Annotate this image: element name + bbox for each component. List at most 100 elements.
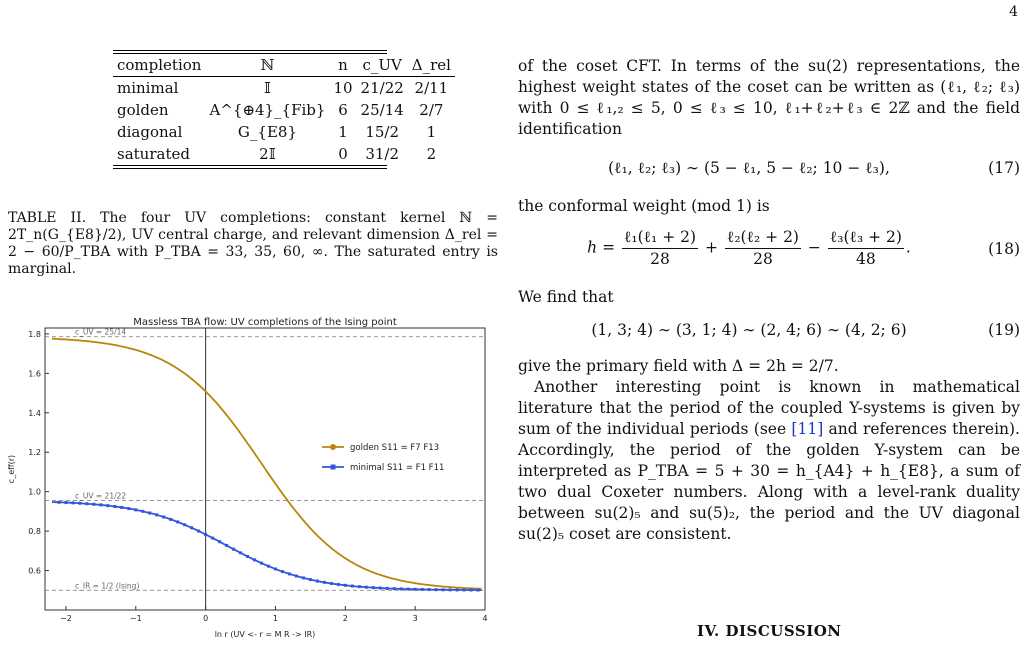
series-marker <box>266 564 270 568</box>
table-cell: 1 <box>338 123 348 141</box>
y-tick-label: 1.0 <box>28 488 41 497</box>
series-marker <box>301 576 305 580</box>
table-caption: TABLE II. The four UV completions: const… <box>8 210 498 277</box>
table-cell: 𝕀 <box>263 79 271 97</box>
series-marker <box>92 502 96 506</box>
series-marker <box>448 588 452 592</box>
y-tick-label: 1.8 <box>28 330 41 339</box>
table-cell: minimal <box>117 79 179 97</box>
table-cell: 0 <box>338 145 348 163</box>
table-cell: G_{E8} <box>237 123 297 141</box>
series-marker <box>427 588 431 592</box>
series-marker <box>434 588 438 592</box>
section-heading: IV. DISCUSSION <box>697 622 842 640</box>
series-marker <box>455 588 459 592</box>
citation-link[interactable]: [11] <box>791 420 824 438</box>
series-marker <box>197 529 201 533</box>
plot-frame <box>44 327 486 611</box>
series-marker <box>71 501 75 505</box>
legend-marker <box>330 464 336 470</box>
y-tick-label: 0.8 <box>28 527 41 536</box>
series-marker <box>120 505 124 509</box>
table-header-0: completion <box>113 54 206 77</box>
y-tick-label: 1.4 <box>28 409 41 418</box>
table-cell: 15/2 <box>365 123 399 141</box>
series-marker <box>134 508 138 512</box>
table-header-2: n <box>329 54 357 77</box>
equation-number-17: (17) <box>988 159 1020 177</box>
equation-18: h = ℓ₁(ℓ₁ + 2) 28 + ℓ₂(ℓ₂ + 2) 28 − ℓ₃(ℓ₃ … <box>587 228 911 268</box>
right-column: of the coset CFT. In terms of the su(2) … <box>518 56 1020 545</box>
reference-label: c_UV = 25/14 <box>75 328 126 337</box>
series-marker <box>385 586 389 590</box>
x-tick-label: 2 <box>343 614 348 623</box>
series-marker <box>364 585 368 589</box>
series-marker <box>106 504 110 508</box>
series-marker <box>232 547 236 551</box>
x-axis-label: ln r (UV <- r = M R -> IR) <box>215 630 316 639</box>
table-cell: saturated <box>117 145 190 163</box>
x-tick-label: 4 <box>482 614 487 623</box>
series-marker <box>64 501 68 505</box>
table-cell: golden <box>117 101 169 119</box>
series-marker <box>127 507 131 511</box>
series-marker <box>253 558 257 562</box>
series-marker <box>399 587 403 591</box>
series-marker <box>378 586 382 590</box>
x-tick-label: −1 <box>130 614 142 623</box>
series-marker <box>329 581 333 585</box>
reference-label: c_IR = 1/2 (Ising) <box>75 581 139 590</box>
series-marker <box>406 587 410 591</box>
series-marker <box>162 515 166 519</box>
table-cell: 1 <box>426 123 437 141</box>
series-marker <box>441 588 445 592</box>
series-marker <box>204 532 208 536</box>
series-marker <box>462 588 466 592</box>
series-marker <box>469 588 473 592</box>
x-tick-label: 1 <box>273 614 278 623</box>
y-tick-label: 1.2 <box>28 448 41 457</box>
series-marker <box>343 583 347 587</box>
series-marker <box>211 536 215 540</box>
series-marker <box>294 574 298 578</box>
legend-label: golden S11 = F7 F13 <box>350 443 439 453</box>
table-header-3: c_UV <box>356 54 408 77</box>
series-marker <box>260 561 264 565</box>
series-marker <box>176 520 180 524</box>
legend-label: minimal S11 = F1 F11 <box>350 463 444 473</box>
table-cell: 2 <box>426 145 437 163</box>
table-cell: diagonal <box>117 123 183 141</box>
chart-svg: Massless TBA flow: UV completions of the… <box>7 317 488 639</box>
series-marker <box>239 551 243 555</box>
table-row: diagonal G_{E8} 1 15/2 1 <box>113 121 455 143</box>
series-marker <box>336 582 340 586</box>
equation-17: (ℓ₁, ℓ₂; ℓ₃) ∼ (5 − ℓ₁, 5 − ℓ₂; 10 − ℓ₃)… <box>608 159 890 177</box>
y-axis-label: c_eff(r) <box>7 455 16 483</box>
table-header-1: ℕ <box>205 54 330 77</box>
paragraph-coset: of the coset CFT. In terms of the su(2) … <box>518 57 1020 138</box>
table-cell: 2/11 <box>414 79 449 97</box>
table-cell: 10 <box>333 79 353 97</box>
series-marker <box>287 572 291 576</box>
equation-number-19: (19) <box>988 321 1020 339</box>
x-tick-label: 3 <box>413 614 418 623</box>
series-marker <box>218 540 222 544</box>
table-row: minimal 𝕀 10 21/22 2/11 <box>113 77 455 100</box>
table-cell: 31/2 <box>365 145 399 163</box>
series-marker <box>413 587 417 591</box>
series-marker <box>141 509 145 513</box>
series-marker <box>322 580 326 584</box>
series-marker <box>148 511 152 515</box>
paragraph-period: Another interesting point is known in ma… <box>518 378 1020 543</box>
ising-flow-chart: Massless TBA flow: UV completions of the… <box>0 312 500 644</box>
y-tick-label: 1.6 <box>28 369 41 378</box>
table-cell: 2/7 <box>419 101 444 119</box>
equation-19: (1, 3; 4) ∼ (3, 1; 4) ∼ (2, 4; 6) ∼ (4, … <box>591 321 907 339</box>
series-marker <box>99 503 103 507</box>
series-marker <box>357 585 361 589</box>
table-cell: 25/14 <box>360 101 404 119</box>
series-marker <box>315 579 319 583</box>
table-cell: 2𝕀 <box>259 145 276 163</box>
